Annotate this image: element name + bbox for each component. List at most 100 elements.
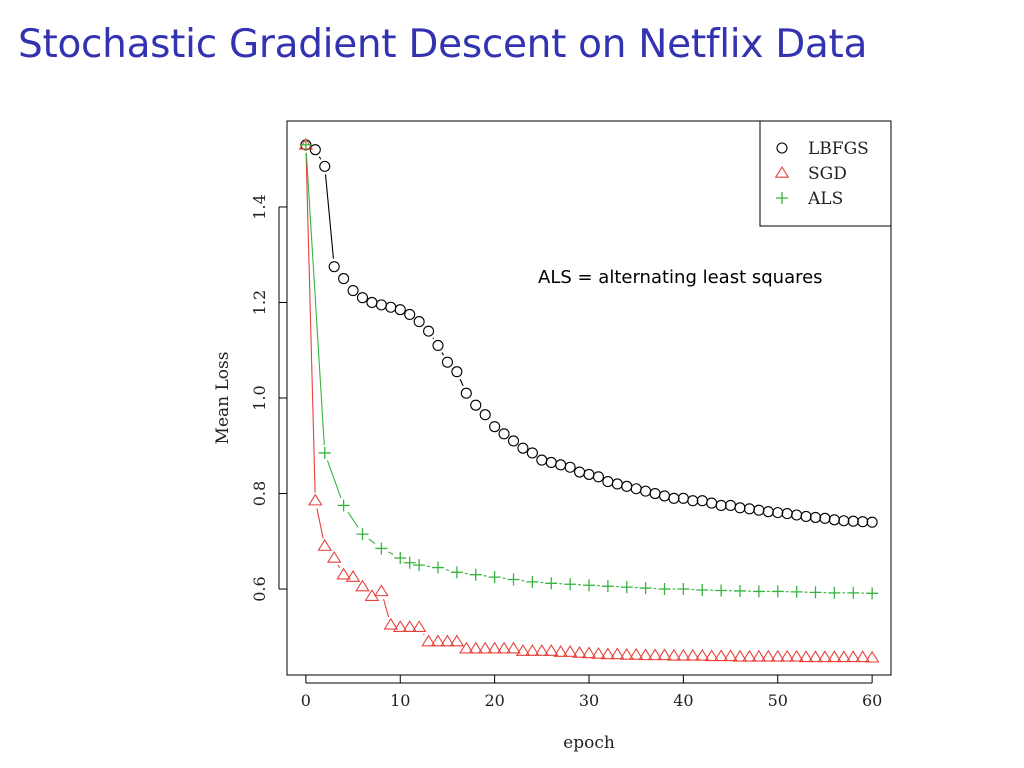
lbfgs-point: [564, 461, 576, 473]
y-tick-label: 1.4: [250, 194, 269, 219]
als-point: [469, 568, 482, 581]
sgd-point: [459, 641, 474, 654]
sgd-point: [761, 649, 776, 662]
als-point: [828, 586, 841, 599]
lbfgs-point: [319, 160, 331, 172]
lbfgs-point: [630, 483, 642, 495]
x-axis-label: epoch: [563, 733, 615, 753]
lbfgs-point: [725, 499, 737, 512]
lbfgs-point: [470, 399, 482, 411]
als-line-segment: [326, 460, 342, 499]
series-lines: [305, 152, 865, 636]
lbfgs-point: [460, 387, 472, 399]
sgd-point: [411, 620, 427, 632]
sgd-point: [496, 641, 512, 654]
als-point: [375, 542, 388, 555]
als-point: [734, 584, 746, 597]
lbfgs-point: [772, 507, 784, 519]
legend-als-marker: [776, 192, 788, 204]
sgd-point: [449, 634, 465, 647]
als-line-segment: [347, 511, 359, 528]
sgd-point: [610, 647, 625, 660]
sgd-point: [723, 649, 738, 662]
lbfgs-point: [743, 503, 755, 515]
lbfgs-point: [696, 495, 708, 507]
legend-sgd-label: SGD: [808, 164, 847, 184]
sgd-point: [402, 620, 417, 632]
legend-box: [759, 120, 892, 227]
x-tick-label: 0: [301, 691, 311, 710]
legend-sgd-marker: [774, 165, 790, 178]
y-tick-label: 1.2: [250, 290, 269, 315]
lbfgs-point: [640, 485, 652, 497]
lbfgs-point: [432, 339, 444, 352]
sgd-point: [543, 644, 559, 656]
sgd-point: [421, 634, 436, 647]
lbfgs-point: [404, 308, 416, 320]
sgd-point: [638, 648, 653, 661]
lbfgs-point: [479, 409, 491, 421]
x-tick-label: 10: [390, 691, 410, 710]
sgd-point: [864, 650, 880, 663]
lbfgs-point: [526, 447, 538, 459]
sgd-line-segment: [423, 633, 425, 636]
sgd-point: [440, 634, 455, 647]
sgd-point: [808, 650, 823, 663]
sgd-point: [487, 641, 502, 654]
sgd-point: [619, 647, 635, 660]
sgd-point: [355, 579, 370, 592]
sgd-point: [525, 644, 540, 656]
als-point: [866, 587, 879, 600]
lbfgs-point: [753, 504, 765, 516]
als-point: [583, 579, 595, 592]
als-point: [450, 566, 463, 579]
sgd-point: [600, 647, 616, 660]
lbfgs-point: [602, 476, 614, 488]
lbfgs-point: [498, 428, 510, 440]
sgd-point: [647, 648, 663, 661]
als-point: [507, 573, 520, 586]
sgd-point: [374, 584, 389, 597]
lbfgs-point: [828, 514, 840, 526]
als-point: [639, 582, 652, 595]
sgd-point: [836, 650, 852, 663]
sgd-point: [779, 649, 795, 662]
legend-lbfgs-label: LBFGS: [808, 139, 869, 159]
sgd-point: [392, 620, 408, 632]
sgd-point: [732, 649, 748, 662]
als-point: [715, 584, 728, 597]
lbfgs-point: [592, 471, 604, 483]
lbfgs-point: [413, 316, 425, 328]
lbfgs-point: [687, 495, 699, 507]
lbfgs-line-segment: [318, 156, 322, 160]
x-tick-label: 50: [768, 691, 788, 710]
legend-als-label: ALS: [807, 189, 843, 209]
lbfgs-point: [781, 508, 793, 520]
als-point: [432, 561, 444, 574]
sgd-point: [770, 649, 786, 662]
als-point: [752, 585, 765, 598]
als-point: [601, 580, 614, 593]
lbfgs-point: [328, 261, 340, 273]
als-point: [658, 583, 671, 596]
sgd-point: [534, 644, 550, 656]
als-line-segment: [305, 152, 325, 445]
sgd-point: [562, 645, 578, 657]
lbfgs-point: [649, 487, 661, 500]
als-point: [299, 138, 312, 151]
lbfgs-point: [385, 301, 397, 313]
lbfgs-point: [356, 292, 369, 304]
legend: LBFGS SGD ALS: [759, 120, 892, 227]
sgd-point: [845, 650, 861, 663]
lbfgs-point: [809, 511, 822, 523]
als-point: [564, 578, 577, 591]
lbfgs-point: [489, 421, 501, 433]
sgd-point: [855, 650, 870, 663]
sgd-point: [506, 641, 521, 654]
als-point: [337, 499, 350, 512]
sgd-point: [751, 649, 767, 662]
als-point: [771, 585, 784, 598]
sgd-point: [676, 648, 691, 661]
lbfgs-point: [347, 284, 359, 297]
lbfgs-line-segment: [432, 337, 435, 340]
